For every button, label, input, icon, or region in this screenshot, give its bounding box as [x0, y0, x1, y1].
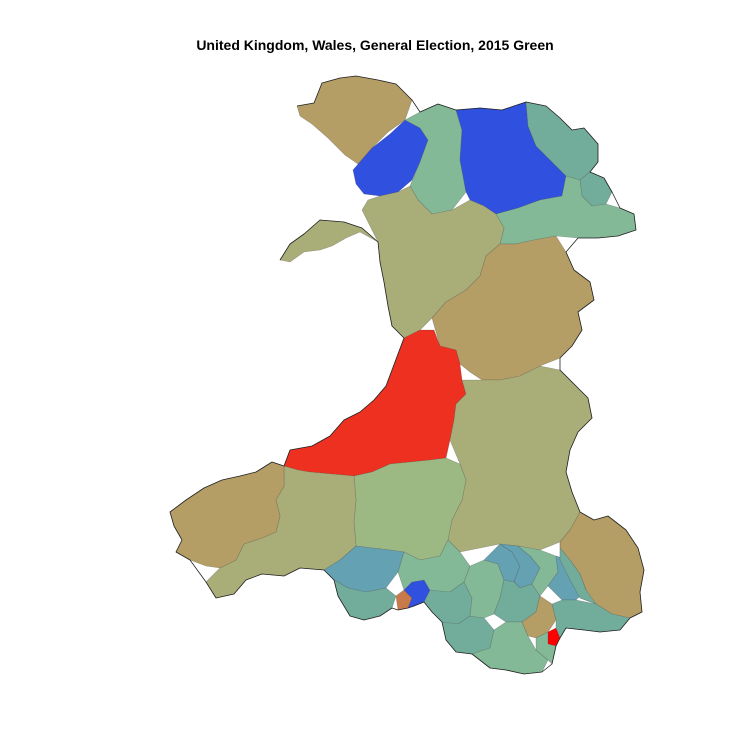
map-title: United Kingdom, Wales, General Election,…	[196, 37, 554, 53]
region-carmarthen-east[interactable]	[353, 457, 467, 561]
region-merthyr[interactable]	[517, 545, 559, 597]
region-brecon-radnor[interactable]	[447, 365, 593, 553]
coastline-outline	[169, 75, 645, 675]
region-montgomeryshire[interactable]	[431, 235, 595, 381]
region-torfaen[interactable]	[559, 541, 597, 605]
region-ceredigion[interactable]	[283, 329, 467, 477]
